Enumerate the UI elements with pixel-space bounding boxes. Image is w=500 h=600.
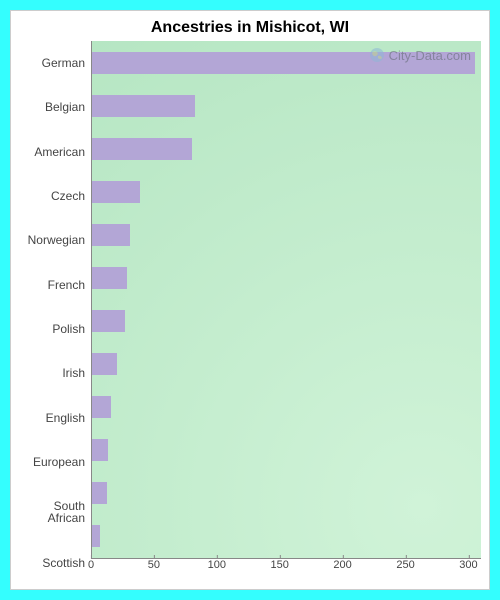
bar — [92, 224, 130, 246]
y-axis-labels: German Belgian American Czech Norwegian Frenc… — [19, 41, 91, 585]
y-axis-label: French — [19, 279, 85, 291]
y-axis-label: Belgian — [19, 101, 85, 113]
bar — [92, 439, 108, 461]
bar-row — [92, 137, 481, 161]
y-axis-label: European — [19, 456, 85, 468]
bar-row — [92, 524, 481, 548]
watermark-text: City-Data.com — [389, 48, 471, 63]
chart-body: German Belgian American Czech Norwegian Frenc… — [11, 41, 489, 589]
y-axis-label: South African — [19, 500, 85, 524]
bar — [92, 181, 140, 203]
watermark: City-Data.com — [369, 47, 471, 63]
bar-row — [92, 266, 481, 290]
y-axis-label: Scottish — [19, 557, 85, 569]
chart-panel: Ancestries in Mishicot, WI City-Data.com… — [10, 10, 490, 590]
x-axis-tick: 300 — [459, 559, 477, 571]
x-axis-tick: 50 — [148, 559, 160, 571]
bar-row — [92, 223, 481, 247]
bar — [92, 267, 127, 289]
bar-row — [92, 180, 481, 204]
y-axis-label: German — [19, 57, 85, 69]
bars-container — [92, 41, 481, 558]
bar-row — [92, 438, 481, 462]
bar-row — [92, 352, 481, 376]
bar — [92, 482, 107, 504]
y-axis-label: American — [19, 146, 85, 158]
x-axis-tick: 0 — [88, 559, 94, 571]
bar-row — [92, 395, 481, 419]
y-axis-label: Polish — [19, 323, 85, 335]
y-axis-label: Norwegian — [19, 234, 85, 246]
x-axis: 0 50 100 150 200 250 300 — [91, 559, 481, 585]
plot-area — [91, 41, 481, 559]
y-axis-label: Czech — [19, 190, 85, 202]
x-axis-tick: 100 — [208, 559, 226, 571]
y-axis-label: English — [19, 412, 85, 424]
globe-icon — [369, 47, 385, 63]
x-axis-tick: 200 — [333, 559, 351, 571]
bar-row — [92, 94, 481, 118]
bar — [92, 353, 117, 375]
bar — [92, 95, 195, 117]
bar — [92, 396, 111, 418]
page-root: Ancestries in Mishicot, WI City-Data.com… — [0, 0, 500, 600]
plot-wrap: 0 50 100 150 200 250 300 — [91, 41, 481, 585]
x-axis-tick: 150 — [271, 559, 289, 571]
chart-title: Ancestries in Mishicot, WI — [11, 11, 489, 41]
bar-row — [92, 481, 481, 505]
x-axis-tick: 250 — [396, 559, 414, 571]
bar — [92, 310, 125, 332]
y-axis-label: Irish — [19, 367, 85, 379]
bar-row — [92, 309, 481, 333]
bar — [92, 138, 192, 160]
bar — [92, 525, 100, 547]
